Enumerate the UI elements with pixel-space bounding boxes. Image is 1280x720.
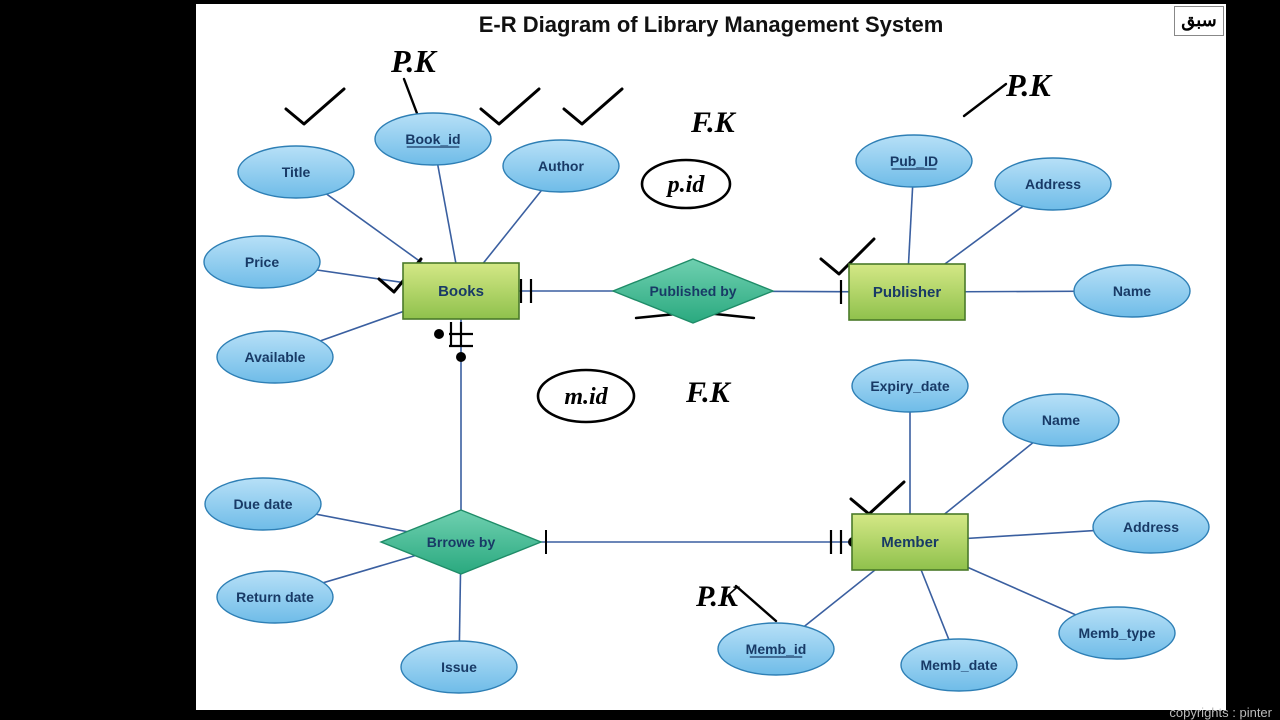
svg-text:P.K: P.K — [390, 43, 438, 79]
svg-text:Issue: Issue — [441, 659, 477, 675]
svg-text:Memb_date: Memb_date — [920, 657, 997, 673]
svg-text:F.K: F.K — [690, 106, 737, 139]
svg-text:p.id: p.id — [666, 172, 706, 198]
er-diagram-svg: P.K F.K P.K F.K P.K p.id m.id Title Book_id Auth… — [196, 4, 1226, 710]
diagram-canvas: E-R Diagram of Library Management System… — [196, 4, 1226, 710]
svg-text:Brrowe by: Brrowe by — [427, 534, 496, 550]
svg-text:Member: Member — [881, 534, 939, 551]
svg-text:Title: Title — [282, 164, 311, 180]
svg-text:Memb_type: Memb_type — [1078, 625, 1155, 641]
svg-text:Due date: Due date — [233, 496, 292, 512]
svg-text:Available: Available — [245, 349, 306, 365]
svg-text:Published by: Published by — [649, 283, 736, 299]
svg-text:Return date: Return date — [236, 589, 314, 605]
svg-text:Address: Address — [1123, 519, 1179, 535]
svg-text:Books: Books — [438, 283, 484, 300]
svg-text:P.K: P.K — [695, 580, 740, 613]
svg-text:Expiry_date: Expiry_date — [870, 378, 950, 394]
svg-text:Author: Author — [538, 158, 584, 174]
svg-text:Price: Price — [245, 254, 279, 270]
svg-text:Publisher: Publisher — [873, 284, 942, 301]
footer-text: copyrights : pinter — [1169, 705, 1272, 720]
svg-text:Name: Name — [1042, 412, 1080, 428]
logo-badge: سبق — [1174, 6, 1224, 36]
svg-text:Memb_id: Memb_id — [746, 641, 807, 657]
svg-text:Book_id: Book_id — [405, 131, 460, 147]
svg-text:Address: Address — [1025, 176, 1081, 192]
svg-text:F.K: F.K — [685, 376, 732, 409]
svg-text:Pub_ID: Pub_ID — [890, 153, 938, 169]
svg-text:m.id: m.id — [564, 384, 608, 410]
svg-text:Name: Name — [1113, 283, 1151, 299]
svg-text:P.K: P.K — [1005, 67, 1053, 103]
